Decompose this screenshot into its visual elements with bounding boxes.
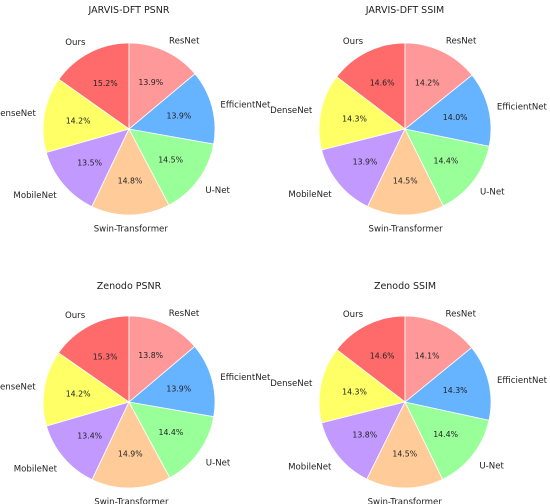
pie-slice-ours — [57, 315, 130, 403]
slice-category-label: DenseNet — [0, 109, 36, 119]
slice-percent-label: 14.3% — [443, 386, 468, 395]
pie-slice-efficientnet — [404, 347, 492, 421]
slice-percent-label: 14.3% — [342, 388, 367, 397]
slice-category-label: Ours — [343, 37, 364, 47]
pie-slice-resnet — [404, 315, 473, 403]
slice-category-label: ResNet — [446, 310, 477, 320]
slice-percent-label: 13.9% — [353, 158, 378, 167]
pie-slice-mobilenet — [45, 128, 130, 208]
slice-category-label: U-Net — [480, 188, 505, 198]
slice-category-label: Swin-Transformer — [368, 498, 443, 504]
slice-percent-label: 14.1% — [415, 351, 440, 360]
slice-percent-label: 14.2% — [66, 390, 91, 399]
slice-percent-label: 15.2% — [93, 79, 118, 88]
slice-category-label: MobileNet — [288, 462, 332, 472]
pie-panel-jarvis-ssim: JARVIS-DFT SSIM 14.6% Ours 14.3% DenseNet 13… — [270, 5, 547, 235]
pie-slice-efficientnet — [128, 73, 216, 145]
pie-slice-resnet — [404, 42, 473, 130]
pie-slice-u-net — [128, 128, 215, 206]
slice-category-label: Swin-Transformer — [94, 225, 169, 235]
pie-slice-mobilenet — [321, 401, 406, 480]
slice-category-label: EfficientNet — [497, 103, 548, 113]
slice-percent-label: 13.8% — [138, 351, 163, 360]
slice-category-label: Swin-Transformer — [368, 225, 443, 235]
pie-slice-u-net — [128, 401, 215, 479]
pie-slice-resnet — [128, 42, 196, 130]
pie-slice-u-net — [404, 401, 490, 480]
pie-slice-ours — [58, 42, 130, 130]
slice-percent-label: 14.6% — [370, 79, 395, 88]
slice-category-label: Ours — [65, 38, 86, 48]
slice-percent-label: 14.4% — [433, 430, 458, 439]
slice-category-label: EfficientNet — [497, 376, 548, 386]
slice-percent-label: 13.5% — [77, 158, 102, 167]
pie-slice-mobilenet — [321, 128, 406, 207]
slice-percent-label: 13.9% — [167, 112, 192, 121]
panel-title: Zenodo PSNR — [97, 281, 162, 292]
slice-percent-label: 14.2% — [66, 116, 91, 125]
pie-panel-jarvis-psnr: JARVIS-DFT PSNR 15.2% Ours 14.2% DenseNet 13… — [0, 5, 271, 235]
slice-percent-label: 14.0% — [443, 113, 468, 122]
pie-panel-zenodo-psnr: Zenodo PSNR 15.3% Ours 14.2% DenseNet 13.4% M… — [0, 281, 271, 504]
slice-percent-label: 13.8% — [352, 430, 377, 439]
slice-percent-label: 14.4% — [434, 157, 459, 166]
slice-percent-label: 14.3% — [342, 115, 367, 124]
pie-slice-ours — [336, 315, 406, 403]
slice-category-label: Ours — [343, 310, 364, 320]
slice-percent-label: 14.8% — [118, 177, 143, 186]
slice-category-label: U-Net — [206, 458, 231, 468]
slice-category-label: EfficientNet — [220, 101, 271, 111]
slice-category-label: ResNet — [446, 37, 477, 47]
pie-slice-densenet — [42, 78, 130, 153]
pie-slice-densenet — [318, 349, 406, 424]
slice-category-label: EfficientNet — [220, 373, 271, 383]
slice-percent-label: 13.9% — [166, 384, 191, 393]
pie-slice-u-net — [404, 128, 490, 207]
pie-slice-ours — [336, 42, 406, 130]
pie-slice-swin-transformer — [91, 401, 171, 489]
slice-category-label: ResNet — [169, 36, 200, 46]
slice-category-label: ResNet — [169, 309, 200, 319]
slice-category-label: DenseNet — [270, 106, 313, 116]
slice-percent-label: 14.5% — [158, 156, 183, 165]
slice-percent-label: 14.9% — [118, 450, 143, 459]
pie-slice-mobilenet — [45, 401, 130, 481]
pie-slice-swin-transformer — [367, 128, 444, 216]
slice-category-label: MobileNet — [14, 464, 58, 474]
slice-category-label: MobileNet — [13, 191, 57, 201]
pie-slice-densenet — [42, 352, 130, 427]
slice-category-label: MobileNet — [288, 190, 332, 200]
slice-category-label: Swin-Transformer — [94, 498, 169, 504]
slice-percent-label: 14.2% — [415, 79, 440, 88]
slice-percent-label: 13.9% — [138, 78, 163, 87]
slice-percent-label: 14.4% — [159, 428, 184, 437]
slice-percent-label: 13.4% — [77, 432, 102, 441]
slice-category-label: DenseNet — [0, 383, 36, 393]
slice-percent-label: 15.3% — [93, 352, 118, 361]
pie-slice-densenet — [318, 76, 406, 151]
slice-category-label: U-Net — [205, 186, 230, 196]
pie-slice-efficientnet — [128, 345, 216, 418]
pie-slice-swin-transformer — [91, 128, 170, 216]
panel-title: JARVIS-DFT PSNR — [88, 5, 170, 16]
slice-percent-label: 14.5% — [392, 450, 417, 459]
pie-panel-zenodo-ssim: Zenodo SSIM 14.6% Ours 14.3% DenseNet 13.8% M… — [270, 281, 547, 504]
slice-category-label: Ours — [65, 311, 86, 321]
slice-percent-label: 14.5% — [393, 177, 418, 186]
pie-slice-efficientnet — [404, 74, 492, 147]
slice-category-label: U-Net — [479, 461, 504, 471]
slice-category-label: DenseNet — [270, 379, 313, 389]
pie-slice-resnet — [128, 315, 196, 403]
slice-percent-label: 14.6% — [370, 352, 395, 361]
pie-slice-swin-transformer — [366, 401, 444, 489]
panel-title: Zenodo SSIM — [374, 281, 436, 292]
panel-title: JARVIS-DFT SSIM — [365, 5, 444, 16]
